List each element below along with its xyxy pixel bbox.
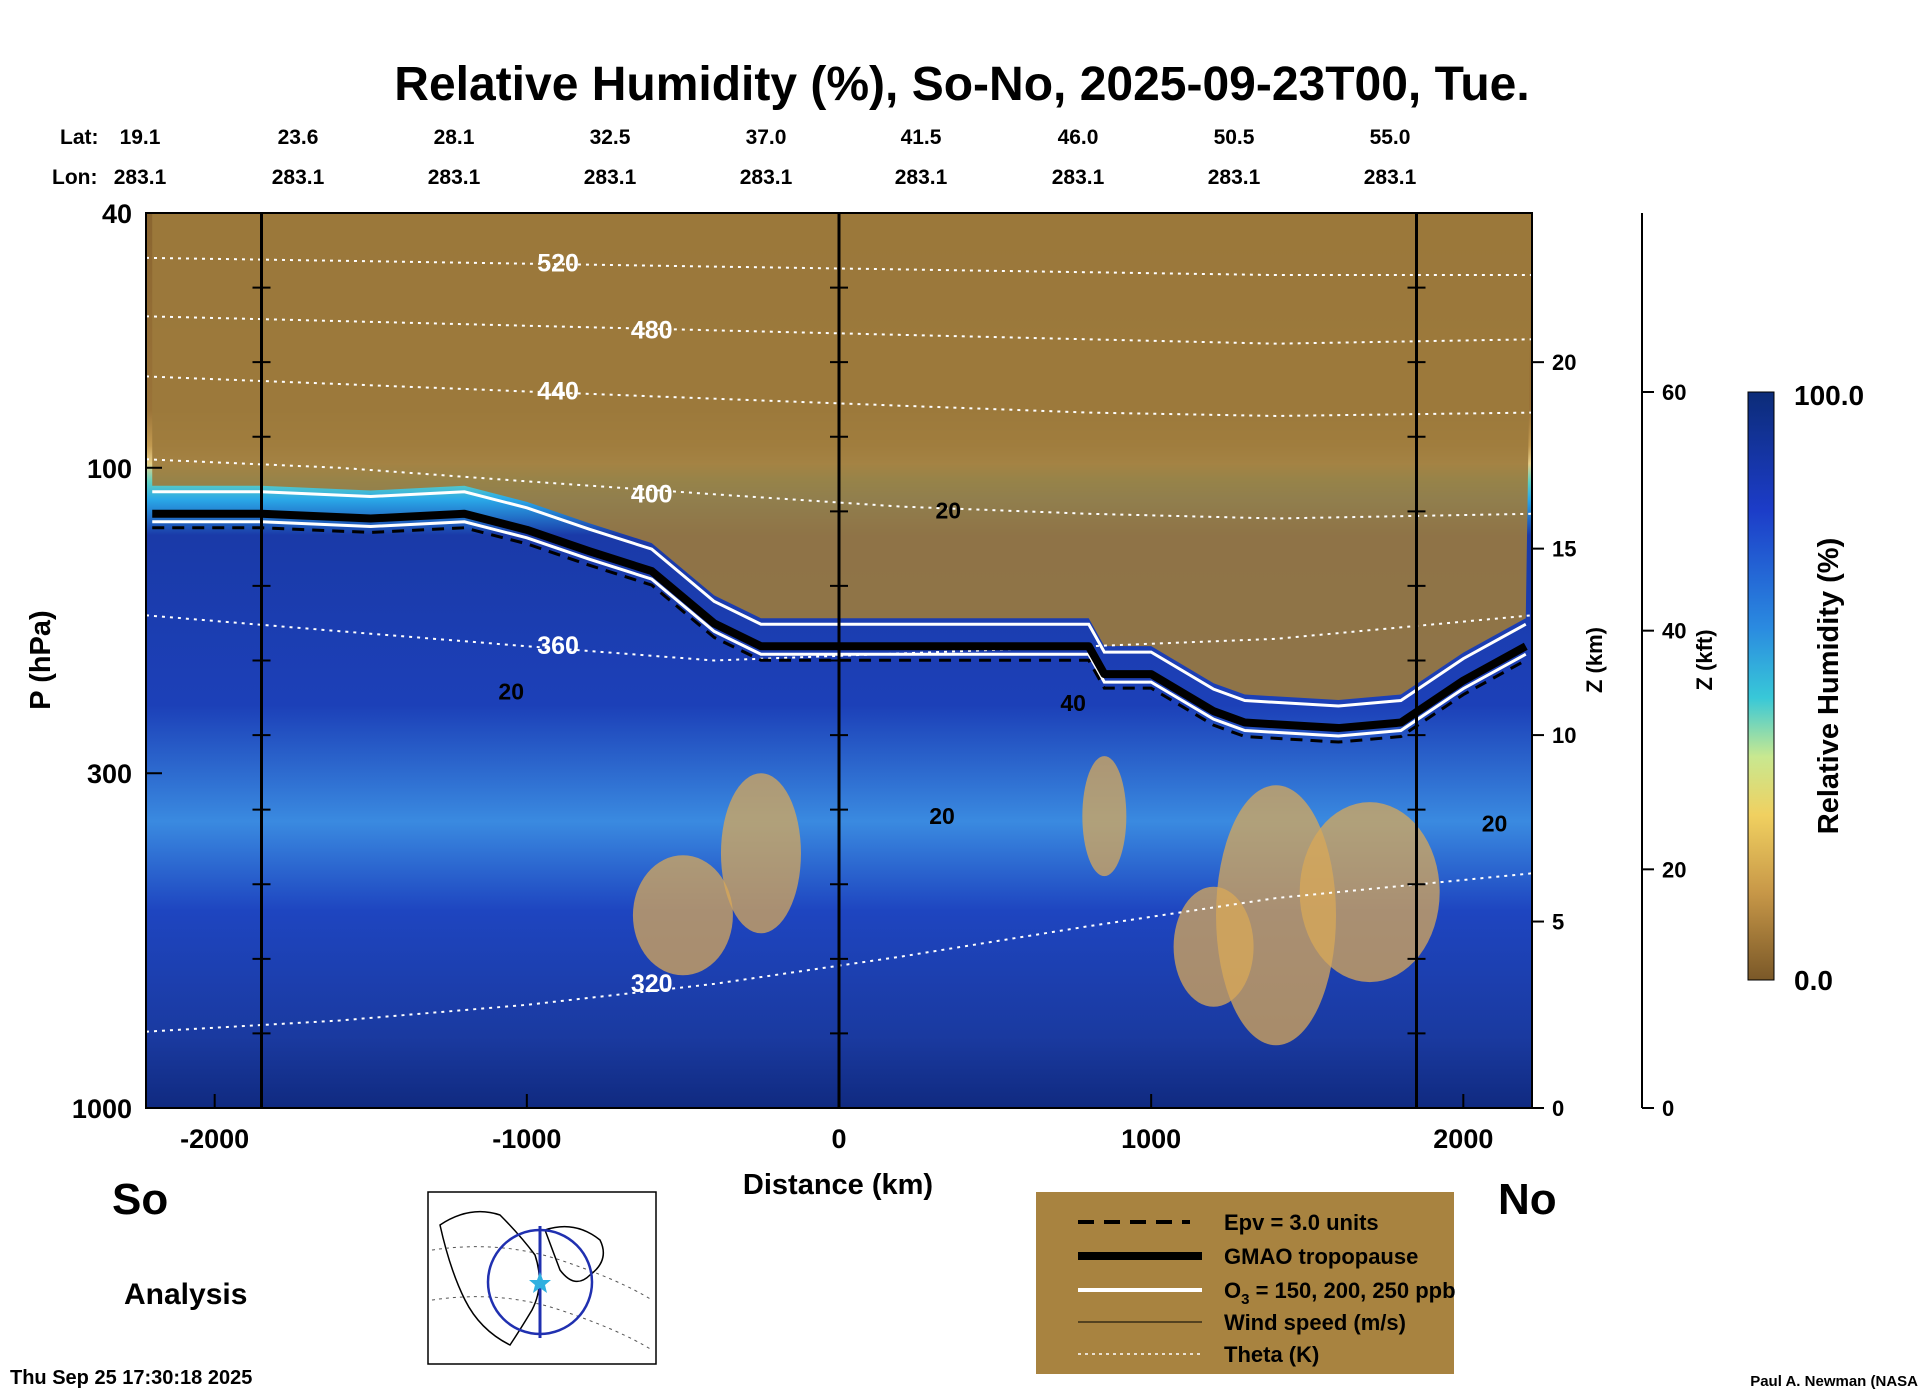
lat-label: Lat: xyxy=(60,126,99,149)
theta-line-360 xyxy=(146,614,1532,662)
z-kft-tick-label-0: 0 xyxy=(1662,1096,1674,1121)
vertical-markers xyxy=(252,213,1426,1108)
z-kft-axis-label: Z (kft) xyxy=(1692,629,1717,690)
dry-patch-3 xyxy=(632,855,733,976)
legend-wind: Wind speed (m/s) xyxy=(1224,1310,1406,1335)
z-km-tick-label-20: 20 xyxy=(1552,350,1576,375)
lon-value-6: 283.1 xyxy=(1052,166,1105,189)
dry-patch-0 xyxy=(720,773,801,934)
colorbar-label: Relative Humidity (%) xyxy=(1813,538,1845,835)
lon-value-2: 283.1 xyxy=(428,166,481,189)
x-tick-label--2000: -2000 xyxy=(180,1124,249,1154)
lat-value-0: 19.1 xyxy=(120,126,161,149)
lat-value-8: 55.0 xyxy=(1370,126,1411,149)
dry-patches xyxy=(152,213,1532,1046)
chart-title: Relative Humidity (%), So-No, 2025-09-23… xyxy=(394,58,1529,111)
lat-value-2: 28.1 xyxy=(434,126,475,149)
lat-value-3: 32.5 xyxy=(590,126,631,149)
z-km-tick-label-0: 0 xyxy=(1552,1096,1564,1121)
timestamp: Thu Sep 25 17:30:18 2025 xyxy=(10,1367,252,1389)
lon-value-0: 283.1 xyxy=(114,166,167,189)
wind-label-1: 20 xyxy=(935,497,961,523)
dry-patch-5 xyxy=(1173,886,1254,1007)
legend-ozone: O3 = 150, 200, 250 ppb xyxy=(1224,1278,1456,1308)
theta-label-360: 360 xyxy=(537,632,579,660)
z-kft-tick-label-40: 40 xyxy=(1662,619,1686,644)
lon-label: Lon: xyxy=(52,166,97,189)
lon-value-4: 283.1 xyxy=(740,166,793,189)
theta-contours: 320 360 400 440 480 520 xyxy=(146,250,1532,1033)
y-tick-label-300: 300 xyxy=(87,759,132,789)
x-tick-label--1000: -1000 xyxy=(492,1124,561,1154)
ozone-line-0 xyxy=(152,490,1527,708)
z-km-tick-label-15: 15 xyxy=(1552,537,1576,562)
lat-value-1: 23.6 xyxy=(278,126,319,149)
z-kft-tick-label-20: 20 xyxy=(1662,857,1686,882)
analysis-label: Analysis xyxy=(124,1278,247,1311)
stratosphere-dry-region xyxy=(152,213,1532,701)
lat-value-6: 46.0 xyxy=(1058,126,1099,149)
theta-line-440 xyxy=(146,375,1532,417)
lon-value-8: 283.1 xyxy=(1364,166,1417,189)
lat-value-4: 37.0 xyxy=(746,126,787,149)
axis-labels: -2000 -1000 0 1000 2000 40 100 300 1000 0 5 10 15 20 0… xyxy=(72,199,1687,1154)
lon-value-7: 283.1 xyxy=(1208,166,1261,189)
theta-line-320 xyxy=(146,872,1532,1033)
wind-label-4: 20 xyxy=(1482,811,1508,837)
x-axis-label: Distance (km) xyxy=(743,1169,933,1201)
inset-map xyxy=(427,1191,657,1365)
dry-patch-2 xyxy=(1299,802,1440,983)
theta-line-480 xyxy=(146,315,1532,345)
legend-theta: Theta (K) xyxy=(1224,1342,1319,1367)
z-km-tick-label-10: 10 xyxy=(1552,723,1576,748)
lon-value-3: 283.1 xyxy=(584,166,637,189)
tropopause-line: 20 20 20 40 20 xyxy=(152,497,1528,837)
lon-value-5: 283.1 xyxy=(895,166,948,189)
z-km-tick-label-5: 5 xyxy=(1552,910,1564,935)
south-label: So xyxy=(112,1175,168,1224)
theta-label-440: 440 xyxy=(537,377,579,405)
y-tick-label-40: 40 xyxy=(102,199,132,229)
z-km-axis-label: Z (km) xyxy=(1582,627,1607,693)
theta-label-520: 520 xyxy=(537,250,579,278)
epv-path xyxy=(152,526,1527,744)
wind-label-0: 20 xyxy=(498,678,524,704)
colorbar-max: 100.0 xyxy=(1794,380,1864,411)
x-tick-label-0: 0 xyxy=(831,1124,846,1154)
ozone-line-1 xyxy=(152,520,1527,738)
x-tick-label-1000: 1000 xyxy=(1121,1124,1181,1154)
wind-label-2: 20 xyxy=(929,803,955,829)
lon-value-1: 283.1 xyxy=(272,166,325,189)
legend-tropopause: GMAO tropopause xyxy=(1224,1244,1418,1269)
y-axis-label: P (hPa) xyxy=(25,610,57,709)
north-label: No xyxy=(1498,1175,1557,1224)
theta-line-520 xyxy=(146,256,1532,277)
lat-lon-values: 19.1 23.6 28.1 32.5 37.0 41.5 46.0 50.5 55.0 283.… xyxy=(114,126,1417,189)
axis-ticks xyxy=(146,212,1654,1109)
legend: Epv = 3.0 units GMAO tropopause O3 = 150… xyxy=(1036,1192,1456,1374)
theta-label-480: 480 xyxy=(631,316,673,344)
credit: Paul A. Newman (NASA xyxy=(1750,1373,1918,1390)
tropopause-path xyxy=(152,509,1528,733)
lat-value-7: 50.5 xyxy=(1214,126,1255,149)
colorbar-min: 0.0 xyxy=(1794,965,1833,996)
theta-label-320: 320 xyxy=(631,970,673,998)
z-kft-tick-label-60: 60 xyxy=(1662,380,1686,405)
y-tick-label-1000: 1000 xyxy=(72,1094,132,1124)
colorbar: 100.0 0.0 Relative Humidity (%) xyxy=(1747,380,1864,996)
wind-label-3: 40 xyxy=(1060,690,1086,716)
dry-patch-4 xyxy=(1082,756,1127,877)
x-tick-label-2000: 2000 xyxy=(1433,1124,1493,1154)
theta-line-400 xyxy=(146,458,1532,520)
legend-epv: Epv = 3.0 units xyxy=(1224,1210,1379,1235)
y-tick-label-100: 100 xyxy=(87,454,132,484)
theta-label-400: 400 xyxy=(631,480,673,508)
lat-value-5: 41.5 xyxy=(901,126,942,149)
